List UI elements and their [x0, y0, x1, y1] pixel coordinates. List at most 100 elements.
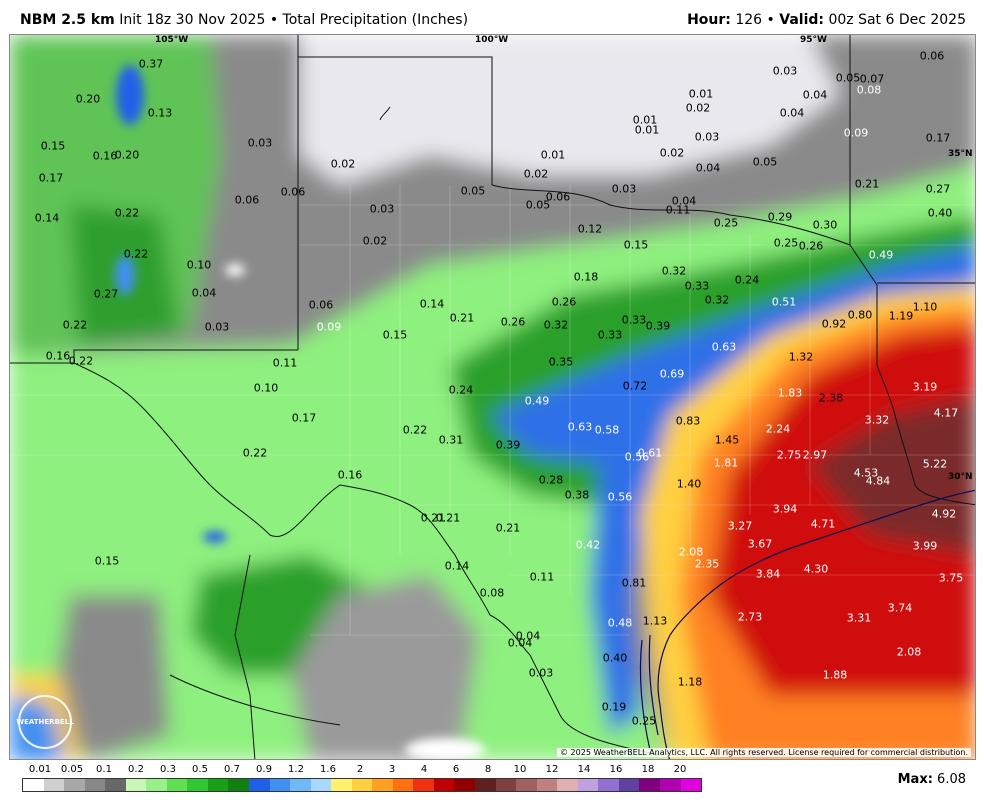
precip-value-label: 3.74 — [887, 601, 913, 615]
precip-value-label: 0.02 — [330, 157, 356, 171]
color-legend: 0.01 0.05 0.1 0.2 0.3 0.5 0.7 0.9 1.2 1.6 2 3 4 6 8 10 1… — [22, 764, 702, 794]
precip-value-label: 0.03 — [772, 64, 798, 78]
legend-swatch — [269, 779, 291, 791]
legend-swatch — [475, 779, 496, 791]
precip-value-label: 3.27 — [727, 519, 753, 533]
precip-value-label: 0.39 — [645, 319, 671, 333]
legend-swatch — [249, 779, 270, 791]
precip-value-label: 0.06 — [545, 190, 571, 204]
precip-value-label: 0.56 — [624, 450, 650, 464]
precip-value-label: 0.51 — [771, 295, 797, 309]
precip-value-label: 0.16 — [92, 149, 118, 163]
precip-value-label: 0.07 — [859, 72, 885, 86]
precip-value-label: 0.11 — [272, 356, 298, 370]
legend-swatch — [351, 779, 373, 791]
legend-label: 0.3 — [160, 764, 176, 775]
precip-value-label: 3.31 — [846, 611, 872, 625]
precip-value-label: 1.18 — [677, 675, 703, 689]
precip-value-label: 0.05 — [525, 198, 551, 212]
precip-value-label: 0.06 — [234, 193, 260, 207]
precip-value-label: 0.15 — [623, 238, 649, 252]
precip-value-label: 0.56 — [607, 490, 633, 504]
title-separator: • — [269, 12, 279, 28]
lat-35-label: 35°N — [948, 149, 973, 159]
precip-value-label: 0.28 — [538, 473, 564, 487]
precip-value-label: 0.92 — [821, 317, 847, 331]
precip-value-label: 0.03 — [247, 136, 273, 150]
precip-value-label: 0.09 — [843, 126, 869, 140]
precip-value-label: 2.75 — [776, 448, 802, 462]
precip-value-label: 0.16 — [45, 349, 71, 363]
legend-swatch — [413, 779, 434, 791]
precip-value-label: 0.25 — [773, 236, 799, 250]
precip-value-label: 2.38 — [818, 391, 844, 405]
precip-value-label: 0.63 — [711, 340, 737, 354]
precip-value-label: 0.26 — [551, 295, 577, 309]
precip-value-label: 4.84 — [865, 474, 891, 488]
legend-swatch — [557, 779, 578, 791]
precip-value-label: 2.08 — [678, 545, 704, 559]
precip-value-label: 3.32 — [864, 413, 890, 427]
legend-swatch — [166, 779, 188, 791]
precip-value-label: 0.11 — [529, 570, 555, 584]
legend-swatch — [23, 779, 44, 791]
precip-value-label: 0.03 — [528, 666, 554, 680]
legend-swatch — [331, 779, 352, 791]
precip-value-label: 0.08 — [479, 586, 505, 600]
legend-swatch — [516, 779, 537, 791]
precip-value-label: 0.25 — [631, 714, 657, 728]
precip-value-label: 0.16 — [337, 468, 363, 482]
precip-value-label: 0.02 — [523, 167, 549, 181]
chart-title: NBM 2.5 km Init 18z 30 Nov 2025 • Total … — [20, 12, 468, 28]
legend-swatch — [392, 779, 414, 791]
legend-swatch — [187, 779, 208, 791]
precip-value-label: 0.02 — [362, 234, 388, 248]
legend-label: 18 — [641, 764, 655, 775]
precip-value-label: 0.33 — [597, 328, 623, 342]
precip-value-label: 0.21 — [435, 511, 461, 525]
precip-value-label: 1.40 — [676, 477, 702, 491]
precip-value-label: 0.01 — [632, 113, 658, 127]
valid-value: 00z Sat 6 Dec 2025 — [828, 12, 966, 28]
precip-value-label: 0.02 — [659, 146, 685, 160]
legend-label: 3 — [388, 764, 396, 775]
legend-swatch — [639, 779, 660, 791]
precip-value-label: 0.22 — [123, 247, 149, 261]
legend-labels: 0.01 0.05 0.1 0.2 0.3 0.5 0.7 0.9 1.2 1.6 2 3 4 6 8 10 1… — [22, 764, 702, 776]
precip-value-label: 0.21 — [495, 521, 521, 535]
precip-value-label: 0.08 — [856, 83, 882, 97]
legend-swatch — [372, 779, 393, 791]
legend-label: 4 — [420, 764, 428, 775]
precip-value-label: 0.21 — [449, 311, 475, 325]
legend-swatch — [146, 779, 167, 791]
precip-value-label: 0.04 — [802, 88, 828, 102]
lat-30-label: 30°N — [948, 472, 973, 482]
legend-label: 0.5 — [192, 764, 208, 775]
precip-value-label: 0.01 — [688, 87, 714, 101]
hour-label: Hour: — [687, 12, 731, 28]
precip-value-label: 0.17 — [291, 411, 317, 425]
precip-value-label: 1.19 — [888, 309, 914, 323]
legend-label: 1.2 — [288, 764, 304, 775]
precip-value-label: 0.11 — [665, 203, 691, 217]
precip-value-label: 0.81 — [621, 576, 647, 590]
precip-value-label: 0.20 — [75, 92, 101, 106]
legend-swatch — [310, 779, 332, 791]
precip-value-label: 0.17 — [925, 131, 951, 145]
precip-value-label: 0.25 — [713, 216, 739, 230]
precip-value-label: 0.49 — [524, 394, 550, 408]
precipitation-map[interactable]: 105°W 100°W 95°W 35°N 30°N 0.37 0.20 0.13 0… — [9, 34, 976, 760]
precip-value-label: 1.10 — [912, 300, 938, 314]
precip-value-label: 3.84 — [755, 567, 781, 581]
precip-value-label: 0.15 — [94, 554, 120, 568]
legend-swatch — [454, 779, 476, 791]
precip-value-label: 0.06 — [308, 298, 334, 312]
precip-value-label: 4.30 — [803, 562, 829, 576]
max-label: Max: — [897, 772, 933, 787]
precip-value-label: 3.99 — [912, 539, 938, 553]
precip-value-label: 0.22 — [114, 206, 140, 220]
precip-value-label: 0.05 — [835, 71, 861, 85]
max-value-readout: Max: 6.08 — [898, 772, 966, 787]
precip-value-label: 0.03 — [694, 130, 720, 144]
precip-value-label: 3.19 — [912, 380, 938, 394]
